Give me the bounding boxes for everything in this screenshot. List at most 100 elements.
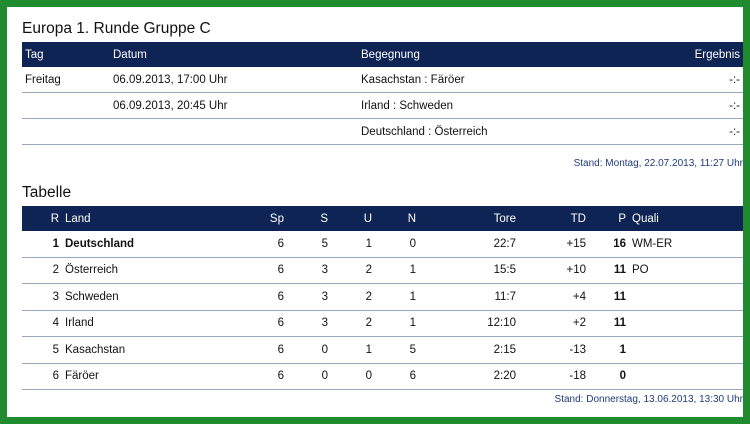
- widget-content: Europa 1. Runde Gruppe C Tag Datum Begeg…: [22, 14, 743, 410]
- standings-header-rank: R: [50, 212, 59, 225]
- games-header-ergebnis: Ergebnis: [694, 48, 740, 61]
- standings-sp: 6: [257, 336, 287, 364]
- standings-tore: 2:15: [419, 336, 519, 364]
- game-row: 06.09.2013, 20:45 Uhr Irland : Schweden …: [22, 92, 743, 119]
- standings-td: +10: [519, 257, 589, 284]
- standings-table: R Land Sp S U N Tore TD P Quali 1 Deutsc…: [22, 206, 743, 390]
- game-begegnung[interactable]: Kasachstan : Färöer: [358, 67, 638, 93]
- game-ergebnis: -:-: [638, 67, 743, 93]
- standings-u: 1: [331, 231, 375, 258]
- standings-land[interactable]: Schweden: [62, 283, 257, 311]
- standings-row: 3 Schweden 6 3 2 1 11:7 +4 11: [22, 283, 743, 311]
- standings-header-land: Land: [65, 212, 91, 225]
- standings-p: 16: [589, 231, 629, 258]
- standings-u: 2: [331, 257, 375, 284]
- standings-s: 3: [287, 310, 331, 337]
- standings-quali: [629, 310, 743, 337]
- games-header-datum: Datum: [113, 48, 147, 61]
- standings-row: 5 Kasachstan 6 0 1 5 2:15 -13 1: [22, 336, 743, 364]
- game-ergebnis: -:-: [638, 118, 743, 145]
- games-table: Tag Datum Begegnung Ergebnis Freitag 06.…: [22, 42, 743, 145]
- standings-n: 5: [375, 336, 419, 364]
- standings-land[interactable]: Irland: [62, 310, 257, 337]
- game-datum: [110, 118, 358, 145]
- standings-sp: 6: [257, 283, 287, 311]
- standings-header-quali: Quali: [632, 212, 659, 225]
- standings-n: 1: [375, 257, 419, 284]
- standings-tore: 22:7: [419, 231, 519, 258]
- standings-quali: PO: [629, 257, 743, 284]
- standings-tore: 15:5: [419, 257, 519, 284]
- games-stand-timestamp: Stand: Montag, 22.07.2013, 11:27 Uhr: [573, 158, 743, 169]
- standings-rank: 5: [22, 336, 62, 364]
- standings-land[interactable]: Österreich: [62, 257, 257, 284]
- standings-quali: WM-ER: [629, 231, 743, 258]
- game-begegnung[interactable]: Irland : Schweden: [358, 92, 638, 119]
- standings-land[interactable]: Kasachstan: [62, 336, 257, 364]
- standings-tore: 11:7: [419, 283, 519, 311]
- game-row: Freitag 06.09.2013, 17:00 Uhr Kasachstan…: [22, 67, 743, 93]
- standings-sp: 6: [257, 363, 287, 390]
- standings-tore: 2:20: [419, 363, 519, 390]
- standings-p: 11: [589, 283, 629, 311]
- standings-header-s: S: [320, 212, 328, 225]
- standings-header-u: U: [363, 212, 372, 225]
- standings-s: 0: [287, 336, 331, 364]
- standings-rank: 4: [22, 310, 62, 337]
- standings-td: +2: [519, 310, 589, 337]
- standings-u: 2: [331, 310, 375, 337]
- standings-rank: 3: [22, 283, 62, 311]
- standings-rank: 1: [22, 231, 62, 258]
- game-datum: 06.09.2013, 20:45 Uhr: [110, 92, 358, 119]
- standings-td: +15: [519, 231, 589, 258]
- game-datum: 06.09.2013, 17:00 Uhr: [110, 67, 358, 93]
- standings-quali: [629, 363, 743, 390]
- standings-sp: 6: [257, 257, 287, 284]
- game-row: Deutschland : Österreich -:-: [22, 118, 743, 145]
- standings-u: 1: [331, 336, 375, 364]
- game-ergebnis: -:-: [638, 92, 743, 119]
- game-tag: Freitag: [22, 67, 110, 93]
- standings-u: 2: [331, 283, 375, 311]
- standings-s: 3: [287, 283, 331, 311]
- game-tag: [22, 118, 110, 145]
- standings-header-n: N: [407, 212, 416, 225]
- games-header-tag: Tag: [25, 48, 44, 61]
- standings-header-p: P: [618, 212, 626, 225]
- games-header-row: Tag Datum Begegnung Ergebnis: [22, 42, 743, 67]
- games-header-begegnung: Begegnung: [361, 48, 420, 61]
- standings-row: 2 Österreich 6 3 2 1 15:5 +10 11 PO: [22, 257, 743, 284]
- standings-s: 3: [287, 257, 331, 284]
- page-title: Europa 1. Runde Gruppe C: [22, 20, 211, 37]
- standings-rank: 2: [22, 257, 62, 284]
- standings-header-td: TD: [570, 212, 586, 225]
- standings-n: 1: [375, 283, 419, 311]
- game-begegnung[interactable]: Deutschland : Österreich: [358, 118, 638, 145]
- standings-quali: [629, 283, 743, 311]
- standings-s: 0: [287, 363, 331, 390]
- standings-p: 11: [589, 257, 629, 284]
- standings-row: 6 Färöer 6 0 0 6 2:20 -18 0: [22, 363, 743, 390]
- standings-rank: 6: [22, 363, 62, 390]
- standings-n: 0: [375, 231, 419, 258]
- standings-quali: [629, 336, 743, 364]
- standings-row: 1 Deutschland 6 5 1 0 22:7 +15 16 WM-ER: [22, 231, 743, 258]
- standings-sp: 6: [257, 310, 287, 337]
- standings-u: 0: [331, 363, 375, 390]
- standings-land[interactable]: Färöer: [62, 363, 257, 390]
- game-tag: [22, 92, 110, 119]
- standings-p: 11: [589, 310, 629, 337]
- standings-tore: 12:10: [419, 310, 519, 337]
- standings-s: 5: [287, 231, 331, 258]
- standings-p: 0: [589, 363, 629, 390]
- standings-n: 6: [375, 363, 419, 390]
- standings-sp: 6: [257, 231, 287, 258]
- standings-header-tore: Tore: [493, 212, 516, 225]
- standings-land[interactable]: Deutschland: [62, 231, 257, 258]
- standings-header-sp: Sp: [269, 212, 284, 225]
- standings-td: +4: [519, 283, 589, 311]
- standings-td: -18: [519, 363, 589, 390]
- standings-p: 1: [589, 336, 629, 364]
- standings-n: 1: [375, 310, 419, 337]
